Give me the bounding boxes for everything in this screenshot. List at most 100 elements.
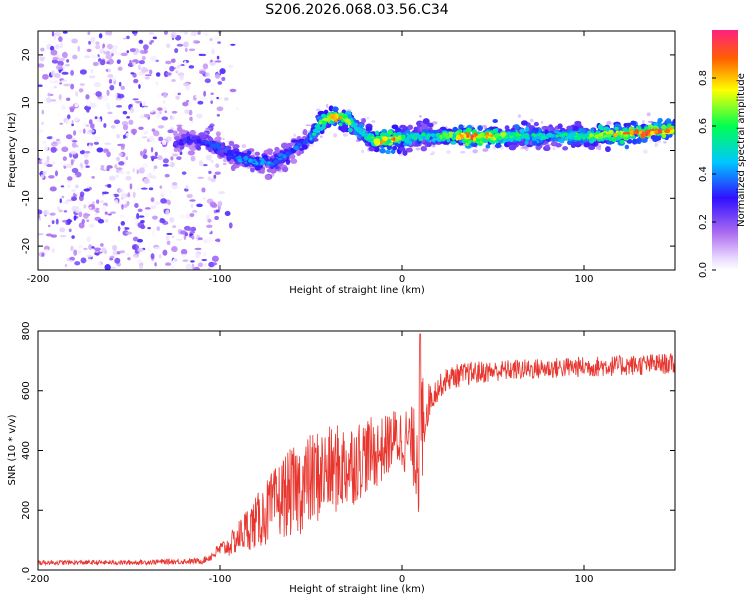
noise-cell bbox=[185, 185, 189, 190]
noise-cell bbox=[109, 211, 117, 215]
ridge-cell bbox=[630, 120, 637, 126]
noise-cell bbox=[85, 127, 89, 130]
noise-cell bbox=[216, 238, 221, 243]
noise-cell bbox=[134, 202, 139, 208]
noise-cell bbox=[77, 249, 82, 254]
noise-cell bbox=[143, 148, 147, 153]
ridge-cell bbox=[179, 142, 185, 146]
ridge-cell bbox=[196, 138, 202, 144]
noise-cell bbox=[46, 155, 50, 162]
ridge-cell bbox=[405, 147, 413, 153]
halo-cell bbox=[654, 142, 659, 147]
noise-cell bbox=[203, 251, 207, 257]
ridge-cell bbox=[550, 137, 556, 142]
noise-cell bbox=[190, 260, 195, 263]
ridge-cell bbox=[253, 158, 257, 162]
ridge-cell bbox=[466, 133, 470, 138]
ridge-cell bbox=[509, 132, 515, 136]
noise-cell bbox=[117, 66, 123, 71]
noise-cell bbox=[111, 67, 117, 73]
noise-cell bbox=[150, 197, 155, 203]
noise-cell bbox=[165, 209, 170, 216]
noise-cell bbox=[229, 88, 237, 93]
noise-cell bbox=[140, 150, 143, 157]
ridge-cell bbox=[490, 137, 494, 141]
noise-cell bbox=[164, 173, 170, 178]
ridge-cell bbox=[209, 143, 216, 149]
ridge-cell bbox=[493, 133, 500, 139]
halo-cell bbox=[333, 133, 338, 138]
ridge-cell bbox=[264, 174, 271, 180]
noise-cell bbox=[145, 259, 148, 265]
ridge-cell bbox=[189, 139, 193, 144]
ridge-cell bbox=[435, 132, 441, 137]
noise-cell bbox=[90, 36, 96, 44]
ridge-cell bbox=[614, 126, 619, 131]
noise-cell bbox=[137, 221, 145, 228]
noise-cell bbox=[153, 165, 158, 169]
ridge-cell bbox=[195, 145, 201, 151]
noise-cell bbox=[190, 121, 195, 124]
noise-cell bbox=[113, 119, 121, 125]
ridge-cell bbox=[599, 126, 604, 131]
noise-cell bbox=[148, 187, 154, 191]
noise-cell bbox=[88, 223, 95, 228]
noise-cell bbox=[62, 31, 68, 34]
noise-cell bbox=[115, 174, 119, 178]
noise-cell bbox=[129, 48, 136, 53]
ridge-cell bbox=[338, 122, 343, 127]
noise-cell bbox=[53, 73, 61, 79]
ridge-cell bbox=[369, 137, 375, 142]
noise-cell bbox=[219, 122, 225, 127]
noise-cell bbox=[206, 150, 209, 155]
noise-cell bbox=[88, 75, 96, 79]
noise-cell bbox=[118, 161, 125, 166]
ridge-cell bbox=[611, 136, 617, 143]
ridge-cell bbox=[407, 124, 414, 131]
noise-cell bbox=[150, 175, 157, 179]
ridge-cell bbox=[191, 136, 196, 140]
noise-cell bbox=[189, 199, 196, 202]
noise-cell bbox=[159, 185, 163, 189]
noise-cell bbox=[137, 247, 144, 253]
noise-cell bbox=[112, 250, 119, 256]
noise-cell bbox=[143, 44, 149, 50]
noise-cell bbox=[176, 64, 181, 69]
ridge-cell bbox=[492, 128, 497, 134]
ridge-cell bbox=[390, 149, 396, 154]
noise-cell bbox=[179, 31, 186, 34]
noise-cell bbox=[120, 221, 125, 226]
noise-cell bbox=[93, 81, 101, 88]
noise-cell bbox=[215, 131, 221, 137]
noise-cell bbox=[46, 164, 53, 168]
x-tick-label: 0 bbox=[399, 574, 405, 585]
noise-cell bbox=[50, 99, 57, 102]
ridge-cell bbox=[570, 132, 577, 137]
noise-cell bbox=[90, 123, 95, 129]
noise-cell bbox=[89, 102, 97, 109]
ridge-cell bbox=[228, 140, 235, 147]
noise-cell bbox=[210, 92, 214, 96]
noise-cell bbox=[51, 31, 55, 37]
ridge-cell bbox=[375, 130, 380, 136]
ridge-cell bbox=[573, 126, 579, 131]
noise-cell bbox=[217, 41, 221, 44]
ridge-cell bbox=[273, 159, 279, 163]
noise-cell bbox=[107, 184, 112, 188]
noise-cell bbox=[195, 252, 201, 258]
noise-cell bbox=[163, 97, 171, 102]
noise-cell bbox=[93, 54, 99, 60]
snr-x-ticks: -200 -100 0 100 bbox=[27, 331, 594, 585]
ridge-cell bbox=[619, 139, 625, 145]
noise-cell bbox=[122, 134, 126, 139]
noise-cell bbox=[64, 264, 68, 268]
noise-cell bbox=[58, 57, 66, 62]
ridge-cell bbox=[531, 140, 538, 146]
noise-cell bbox=[184, 47, 188, 52]
noise-cell bbox=[164, 110, 168, 114]
ridge-cell bbox=[448, 133, 453, 138]
noise-cell bbox=[193, 39, 197, 43]
noise-cell bbox=[197, 237, 203, 241]
noise-cell bbox=[117, 59, 121, 62]
ridge-cell bbox=[438, 135, 444, 139]
